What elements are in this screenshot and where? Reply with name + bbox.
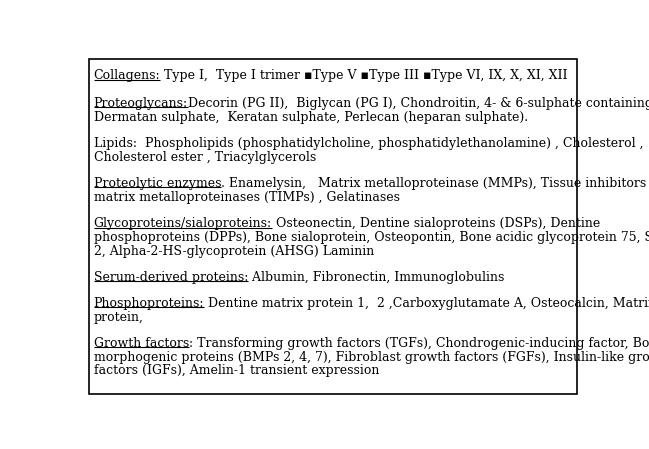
Text: Proteolytic enzymes: Proteolytic enzymes xyxy=(93,177,221,190)
Text: Dentine matrix protein 1,  2 ,Carboxyglutamate A, Osteocalcin, Matrix GIa: Dentine matrix protein 1, 2 ,Carboxyglut… xyxy=(204,297,649,310)
Text: protein,: protein, xyxy=(93,311,143,324)
Text: Cholesterol ester , Triacylglycerols: Cholesterol ester , Triacylglycerols xyxy=(93,151,316,164)
Text: Type I,  Type I trimer ▪Type V ▪Type III ▪Type VI, IX, X, XI, XII: Type I, Type I trimer ▪Type V ▪Type III … xyxy=(160,70,568,83)
Text: Albumin, Fibronectin, Immunoglobulins: Albumin, Fibronectin, Immunoglobulins xyxy=(248,271,504,284)
Text: Decorin (PG II),  Biglycan (PG I), Chondroitin, 4- & 6-sulphate containing,: Decorin (PG II), Biglycan (PG I), Chondr… xyxy=(188,97,649,110)
Text: matrix metalloproteinases (TIMPs) , Gelatinases: matrix metalloproteinases (TIMPs) , Gela… xyxy=(93,191,400,204)
Text: Dermatan sulphate,  Keratan sulphate, Perlecan (heparan sulphate).: Dermatan sulphate, Keratan sulphate, Per… xyxy=(93,111,528,124)
Text: morphogenic proteins (BMPs 2, 4, 7), Fibroblast growth factors (FGFs), Insulin-l: morphogenic proteins (BMPs 2, 4, 7), Fib… xyxy=(93,351,649,364)
Text: : Transforming growth factors (TGFs), Chondrogenic-inducing factor, Bone: : Transforming growth factors (TGFs), Ch… xyxy=(189,337,649,350)
Text: Phospholipids (phosphatidylcholine, phosphatidylethanolamine) , Cholesterol ,: Phospholipids (phosphatidylcholine, phos… xyxy=(145,137,643,150)
Text: Phosphoproteins:: Phosphoproteins: xyxy=(93,297,204,310)
Text: Osteonectin, Dentine sialoproteins (DSPs), Dentine: Osteonectin, Dentine sialoproteins (DSPs… xyxy=(272,217,600,230)
Text: . Enamelysin,   Matrix metalloproteinase (MMPs), Tissue inhibitors of: . Enamelysin, Matrix metalloproteinase (… xyxy=(221,177,649,190)
Text: Growth factors: Growth factors xyxy=(93,337,189,350)
Text: Serum-derived proteins:: Serum-derived proteins: xyxy=(93,271,248,284)
Text: Proteoglycans:: Proteoglycans: xyxy=(93,97,188,110)
Text: phosphoproteins (DPPs), Bone sialoprotein, Osteopontin, Bone acidic glycoprotein: phosphoproteins (DPPs), Bone sialoprotei… xyxy=(93,231,649,244)
Text: Lipids:: Lipids: xyxy=(93,137,145,150)
Text: Glycoproteins/sialoproteins:: Glycoproteins/sialoproteins: xyxy=(93,217,272,230)
Text: factors (IGFs), Amelin-1 transient expression: factors (IGFs), Amelin-1 transient expre… xyxy=(93,364,379,377)
Text: 2, Alpha-2-HS-glycoprotein (AHSG) Laminin: 2, Alpha-2-HS-glycoprotein (AHSG) Lamini… xyxy=(93,245,374,258)
Text: Collagens:: Collagens: xyxy=(93,70,160,83)
